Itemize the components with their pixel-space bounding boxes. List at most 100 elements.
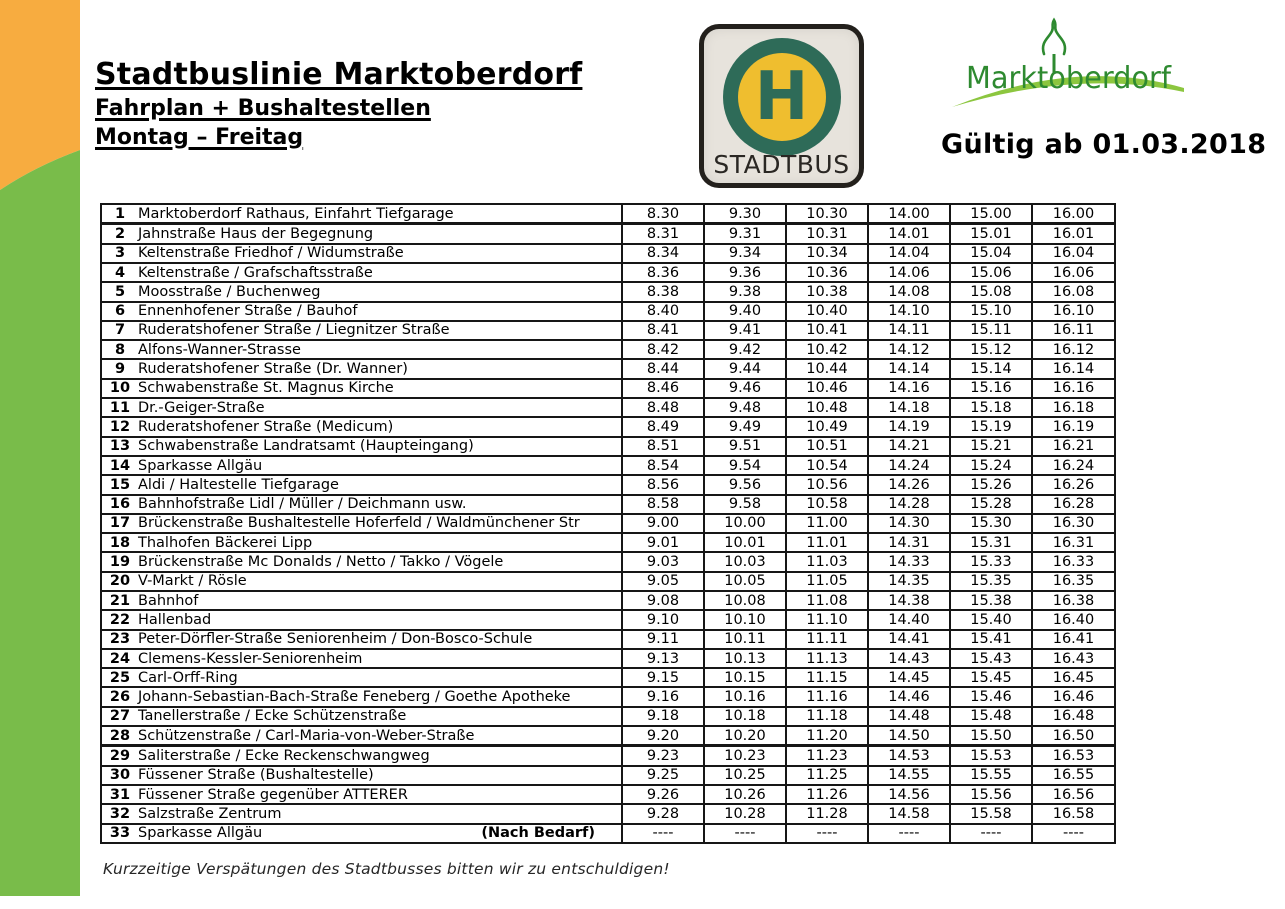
- departure-time: 16.40: [1031, 609, 1116, 631]
- departure-time: 9.56: [703, 474, 787, 496]
- table-row: 15 Aldi / Haltestelle Tiefgarage 8.56 9.56 1…: [100, 474, 1116, 496]
- stop-cell: 26 Johann-Sebastian-Bach-Straße Feneberg …: [100, 686, 623, 708]
- stop-number: 17: [109, 515, 131, 532]
- departure-time: 14.19: [867, 416, 951, 438]
- stop-name: Schützenstraße / Carl-Maria-von-Weber-St…: [138, 727, 475, 744]
- stop-number: 16: [109, 496, 131, 513]
- departure-time: 14.01: [867, 222, 951, 245]
- departure-time: 14.10: [867, 300, 951, 322]
- stop-number: 25: [109, 669, 131, 686]
- departure-time: 9.40: [703, 300, 787, 322]
- table-row: 30 Füssener Straße (Bushaltestelle) 9.25 10…: [100, 764, 1116, 787]
- departure-time: 11.11: [785, 628, 869, 650]
- stop-number: 11: [109, 399, 131, 416]
- table-row: 26 Johann-Sebastian-Bach-Straße Feneberg …: [100, 686, 1116, 708]
- stop-number: 33: [109, 825, 131, 842]
- departure-time: 16.35: [1031, 570, 1116, 593]
- departure-time: 10.31: [785, 222, 869, 245]
- stop-cell: 31 Füssener Straße gegenüber ATTERER: [100, 784, 623, 806]
- departure-time: 14.04: [867, 242, 951, 264]
- departure-time: 15.31: [949, 532, 1033, 554]
- departure-time: 11.08: [785, 589, 869, 612]
- stop-cell: 8 Alfons-Wanner-Strasse: [100, 339, 623, 361]
- departure-time: 8.42: [621, 339, 705, 361]
- departure-time: 15.24: [949, 454, 1033, 477]
- departure-time: 16.41: [1031, 628, 1116, 650]
- departure-time: 14.00: [867, 203, 951, 226]
- departure-time: 10.08: [703, 589, 787, 612]
- departure-time: 15.50: [949, 725, 1033, 748]
- table-row: 12 Ruderatshofener Straße (Medicum) 8.49 9.…: [100, 416, 1116, 438]
- stop-number: 31: [109, 786, 131, 803]
- departure-time: 11.05: [785, 570, 869, 593]
- departure-time: 16.48: [1031, 705, 1116, 728]
- page-subtitle: Fahrplan + Bushaltestellen: [95, 95, 431, 121]
- departure-time: 16.30: [1031, 512, 1116, 535]
- table-row: 1 Marktoberdorf Rathaus, Einfahrt Tiefgar…: [100, 203, 1116, 226]
- departure-time: 10.56: [785, 474, 869, 496]
- departure-time: 9.25: [621, 764, 705, 787]
- departure-time: 16.06: [1031, 261, 1116, 284]
- departure-time: 11.10: [785, 609, 869, 631]
- departure-time: 16.21: [1031, 435, 1116, 457]
- departure-time: 9.34: [703, 242, 787, 264]
- departure-time: 10.05: [703, 570, 787, 593]
- table-row: 6 Ennenhofener Straße / Bauhof 8.40 9.40 10.…: [100, 300, 1116, 322]
- departure-time: 9.16: [621, 686, 705, 708]
- departure-time: ----: [785, 822, 869, 845]
- departure-time: 8.40: [621, 300, 705, 322]
- departure-time: 9.54: [703, 454, 787, 477]
- departure-time: 10.51: [785, 435, 869, 457]
- departure-time: 14.24: [867, 454, 951, 477]
- departure-time: 11.13: [785, 647, 869, 670]
- page-days: Montag – Freitag: [95, 124, 304, 150]
- table-row: 2 Jahnstraße Haus der Begegnung 8.31 9.31 10…: [100, 222, 1116, 245]
- departure-time: 14.06: [867, 261, 951, 284]
- departure-time: 10.16: [703, 686, 787, 708]
- departure-time: 8.41: [621, 319, 705, 342]
- departure-time: 15.35: [949, 570, 1033, 593]
- page-title: Stadtbuslinie Marktoberdorf: [95, 57, 583, 92]
- departure-time: 9.58: [703, 493, 787, 515]
- departure-time: 8.30: [621, 203, 705, 226]
- stop-name: Ruderatshofener Straße (Dr. Wanner): [138, 361, 408, 378]
- departure-time: 9.48: [703, 397, 787, 419]
- stop-cell: 9 Ruderatshofener Straße (Dr. Wanner): [100, 358, 623, 380]
- departure-time: 10.01: [703, 532, 787, 554]
- stop-name: Johann-Sebastian-Bach-Straße Feneberg / …: [138, 689, 571, 706]
- table-row: 23 Peter-Dörfler-Straße Seniorenheim / Do…: [100, 628, 1116, 650]
- stop-cell: 3 Keltenstraße Friedhof / Widumstraße: [100, 242, 623, 264]
- departure-time: 16.00: [1031, 203, 1116, 226]
- departure-time: ----: [867, 822, 951, 845]
- departure-time: 8.46: [621, 377, 705, 400]
- stop-cell: 14 Sparkasse Allgäu: [100, 454, 623, 477]
- stop-name: Keltenstraße Friedhof / Widumstraße: [138, 245, 404, 262]
- stop-cell: 1 Marktoberdorf Rathaus, Einfahrt Tiefgar…: [100, 203, 623, 226]
- departure-time: 15.33: [949, 551, 1033, 573]
- stop-cell: 2 Jahnstraße Haus der Begegnung: [100, 222, 623, 245]
- stop-cell: 25 Carl-Orff-Ring: [100, 667, 623, 689]
- table-row: 20 V-Markt / Rösle 9.05 10.05 11.05 14.35 15.3…: [100, 570, 1116, 593]
- departure-time: 15.10: [949, 300, 1033, 322]
- stop-name: Hallenbad: [138, 611, 212, 628]
- departure-time: 14.33: [867, 551, 951, 573]
- stop-number: 10: [109, 380, 131, 397]
- stop-number: 12: [109, 418, 131, 435]
- departure-time: 9.30: [703, 203, 787, 226]
- departure-time: 9.18: [621, 705, 705, 728]
- departure-time: 16.04: [1031, 242, 1116, 264]
- departure-time: 9.36: [703, 261, 787, 284]
- stop-name: Brückenstraße Bushaltestelle Hoferfeld /…: [138, 515, 580, 532]
- departure-time: 8.49: [621, 416, 705, 438]
- table-row: 17 Brückenstraße Bushaltestelle Hoferfeld…: [100, 512, 1116, 535]
- departure-time: 14.12: [867, 339, 951, 361]
- stop-number: 29: [109, 748, 131, 765]
- departure-time: 14.45: [867, 667, 951, 689]
- departure-time: 14.31: [867, 532, 951, 554]
- departure-time: 9.20: [621, 725, 705, 748]
- marktoberdorf-logo: Marktoberdorf: [952, 17, 1184, 107]
- departure-time: 11.25: [785, 764, 869, 787]
- stop-number: 20: [109, 573, 131, 590]
- departure-time: 15.56: [949, 784, 1033, 806]
